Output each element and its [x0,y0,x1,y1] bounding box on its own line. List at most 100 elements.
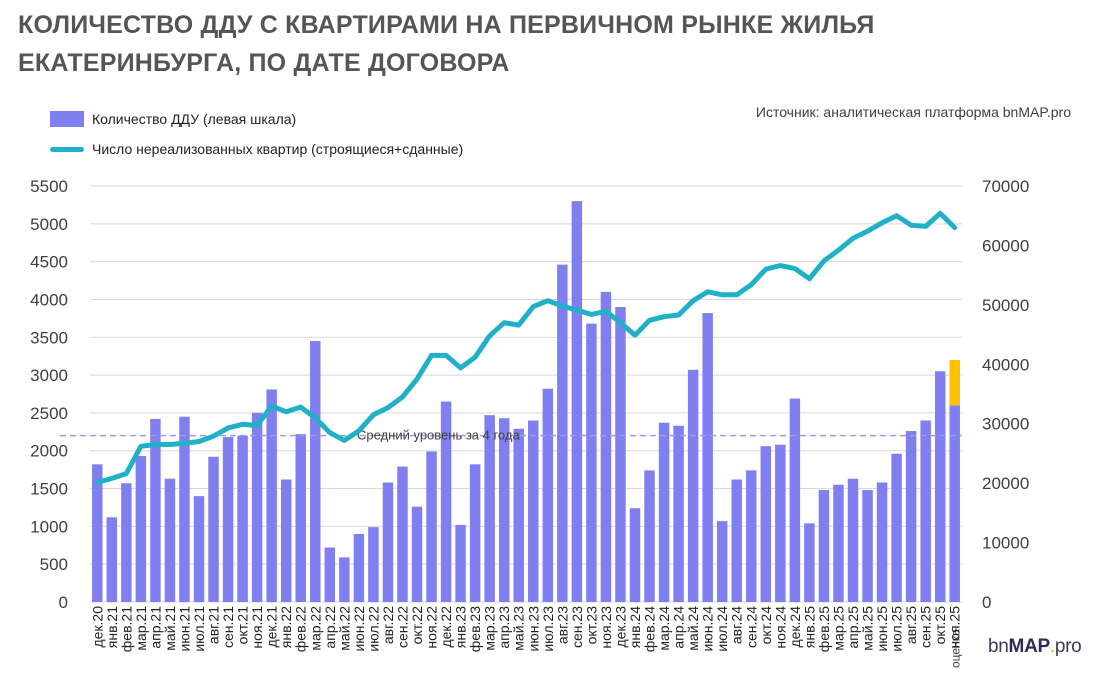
y-left-tick-label: 5500 [30,177,68,196]
x-tick-label: окт.25 [932,606,948,645]
x-tick-label: окт.23 [583,606,599,645]
x-tick-label: мар.21 [133,606,149,651]
y-right-tick-label: 10000 [982,534,1029,553]
bar [484,415,495,602]
bar [310,341,321,602]
bar [644,470,655,602]
y-right-tick-label: 50000 [982,296,1029,315]
x-tick-label: янв.23 [453,606,469,648]
x-tick-label: сен.22 [394,606,410,648]
bar [949,405,960,602]
average-label: Средний уровень за 4 года [357,428,520,443]
x-tick-label: июл.23 [540,606,556,652]
y-left-tick-label: 2000 [30,442,68,461]
bar [600,291,612,602]
bar [295,434,306,602]
y-left-tick-label: 3000 [30,366,68,385]
x-tick-label: мар.25 [830,606,846,651]
x-tick-label: фев.25 [816,606,832,652]
x-tick-label: фев.24 [642,606,658,652]
y-left-tick-label: 1000 [30,517,68,536]
bar [847,478,859,602]
bar [164,478,176,602]
bar [586,323,597,602]
bar [775,444,786,602]
bar [658,422,670,602]
x-tick-label: июн.23 [525,606,541,652]
legend-line-label: Число нереализованных квартир (строящиес… [92,141,464,157]
bar [135,456,147,602]
x-tick-label: дек.23 [612,606,628,648]
x-tick-label: апр.25 [845,606,861,649]
bar [179,416,190,602]
x-tick-label: ноя.22 [424,606,440,649]
y-left-tick-label: 0 [59,593,68,612]
x-tick-label: апр.21 [147,606,163,649]
y-left-tick-label: 4500 [30,253,68,272]
estimate-label: оценка [949,629,963,668]
y-right-tick-label: 0 [982,593,991,612]
x-tick-label: сен.24 [743,606,759,648]
bar [789,398,801,602]
bar [397,466,408,602]
bar [208,456,219,602]
x-tick-label: июл.25 [889,606,905,652]
source-note: Источник: аналитическая платформа bnMAP.… [755,104,1071,120]
x-tick-label: фев.21 [118,606,134,652]
x-tick-label: апр.23 [496,606,512,649]
bnmap-logo: bnMAP.pro [988,636,1082,657]
bar [368,527,379,602]
bar [746,470,757,602]
x-tick-label: мар.23 [482,606,498,651]
bar [687,369,699,602]
x-tick-label: янв.24 [627,606,643,648]
x-tick-label: апр.22 [322,606,338,649]
bar [716,521,728,602]
bar [542,388,554,602]
x-tick-label: дек.22 [438,606,454,648]
bar [222,437,234,602]
x-tick-label: ноя.25 [947,606,963,649]
bar [920,420,931,602]
x-tick-label: июн.24 [700,606,716,652]
bar [382,482,394,602]
bar [106,517,118,602]
x-tick-label: окт.24 [758,606,774,645]
x-tick-label: сен.25 [918,606,934,648]
bar [469,464,481,602]
x-tick-label: июн.22 [351,606,367,652]
y-left-tick-label: 500 [40,555,68,574]
bar [629,508,641,602]
x-tick-label: ноя.21 [249,606,265,649]
x-tick-label: окт.22 [409,606,425,645]
x-tick-label: сен.21 [220,606,236,648]
y-left-tick-label: 1500 [30,480,68,499]
y-left-tick-label: 2500 [30,404,68,423]
bar [280,479,292,602]
x-tick-label: май.22 [336,606,352,651]
x-tick-label: май.25 [860,606,876,651]
estimate-bar [949,359,960,406]
x-tick-label: янв.21 [104,606,120,648]
bar [818,490,830,602]
x-tick-label: авг.24 [729,606,745,644]
bar [324,547,336,602]
bar [571,201,583,603]
bar [411,506,423,602]
x-tick-label: ноя.23 [598,606,614,649]
bar [121,483,132,602]
bar [440,401,452,602]
x-tick-label: янв.22 [278,606,294,648]
x-tick-label: дек.24 [787,606,803,648]
legend-line: Число нереализованных квартир (строящиес… [50,141,463,157]
bar [498,418,510,602]
bar [760,446,772,602]
chart-title: КОЛИЧЕСТВО ДДУ С КВАРТИРАМИ НА ПЕРВИЧНОМ… [18,11,875,77]
bar [804,523,815,602]
x-tick-label: май.23 [511,606,527,651]
bar [905,431,917,602]
bar [557,264,568,602]
y-right-tick-label: 60000 [982,236,1029,255]
unsold-apartments-line [94,210,958,485]
